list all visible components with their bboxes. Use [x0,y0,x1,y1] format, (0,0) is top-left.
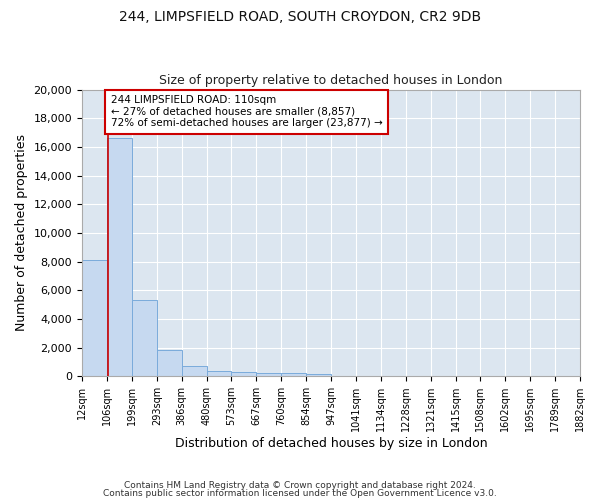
Bar [182,366,206,376]
Text: 244, LIMPSFIELD ROAD, SOUTH CROYDON, CR2 9DB: 244, LIMPSFIELD ROAD, SOUTH CROYDON, CR2… [119,10,481,24]
X-axis label: Distribution of detached houses by size in London: Distribution of detached houses by size … [175,437,487,450]
Bar [281,374,306,376]
Bar [206,371,232,376]
Bar [256,373,281,376]
Bar [306,374,331,376]
Bar [82,260,107,376]
Text: 244 LIMPSFIELD ROAD: 110sqm
← 27% of detached houses are smaller (8,857)
72% of : 244 LIMPSFIELD ROAD: 110sqm ← 27% of det… [110,96,382,128]
Text: Contains HM Land Registry data © Crown copyright and database right 2024.: Contains HM Land Registry data © Crown c… [124,481,476,490]
Bar [132,300,157,376]
Bar [107,138,132,376]
Bar [157,350,182,376]
Bar [232,372,256,376]
Title: Size of property relative to detached houses in London: Size of property relative to detached ho… [159,74,503,87]
Text: Contains public sector information licensed under the Open Government Licence v3: Contains public sector information licen… [103,488,497,498]
Y-axis label: Number of detached properties: Number of detached properties [15,134,28,332]
